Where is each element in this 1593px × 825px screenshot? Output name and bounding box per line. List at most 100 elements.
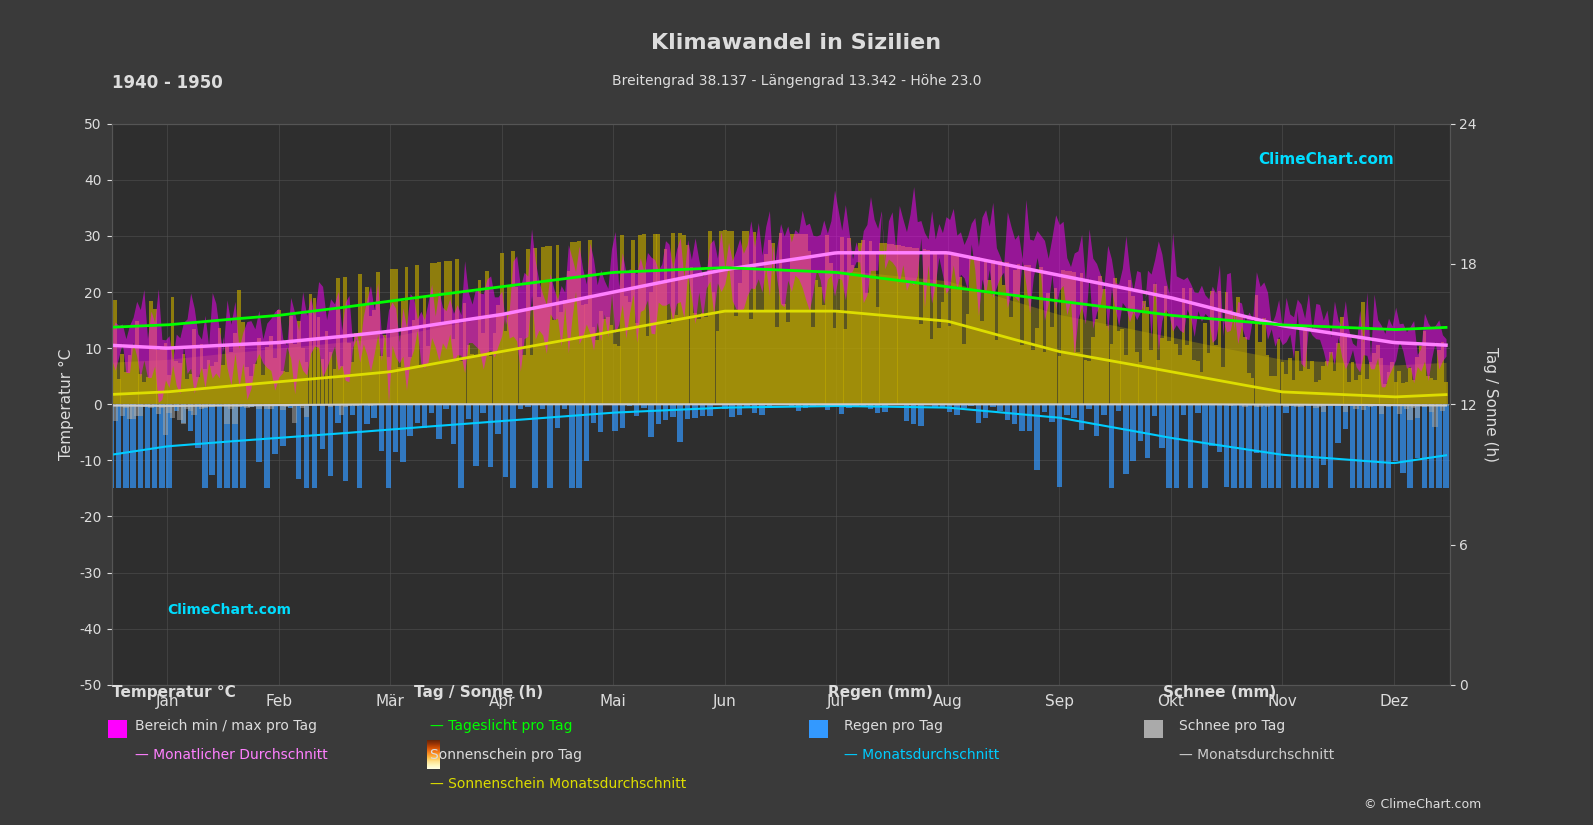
- Bar: [481, 332, 484, 404]
- Bar: [833, 328, 836, 404]
- Bar: [685, 404, 690, 419]
- Bar: [1125, 355, 1128, 404]
- Bar: [868, 241, 873, 404]
- Bar: [465, 404, 472, 419]
- Bar: [1437, 350, 1440, 404]
- Bar: [1239, 404, 1244, 488]
- Bar: [123, 404, 129, 408]
- Bar: [1407, 404, 1413, 420]
- Bar: [1027, 404, 1032, 431]
- Bar: [656, 233, 660, 404]
- Bar: [448, 261, 451, 404]
- Bar: [261, 375, 264, 404]
- Text: — Monatlicher Durchschnitt: — Monatlicher Durchschnitt: [135, 748, 328, 762]
- Bar: [1351, 362, 1354, 404]
- Bar: [414, 404, 421, 422]
- Text: Regen (mm): Regen (mm): [828, 685, 933, 700]
- Bar: [1392, 404, 1399, 460]
- Bar: [1383, 384, 1388, 404]
- Bar: [556, 244, 559, 404]
- Bar: [597, 404, 604, 431]
- Bar: [663, 404, 667, 420]
- Bar: [1247, 373, 1251, 404]
- Bar: [961, 404, 967, 408]
- Bar: [1102, 290, 1106, 404]
- Bar: [945, 252, 948, 404]
- Bar: [307, 404, 314, 405]
- Bar: [887, 244, 890, 404]
- Bar: [948, 326, 951, 404]
- Bar: [1035, 328, 1039, 404]
- Bar: [1002, 285, 1005, 404]
- Bar: [304, 404, 309, 417]
- Bar: [911, 248, 916, 404]
- Bar: [760, 309, 763, 404]
- Bar: [320, 404, 325, 405]
- Bar: [264, 346, 269, 404]
- Bar: [1349, 404, 1356, 405]
- Bar: [1117, 404, 1121, 411]
- Bar: [1131, 404, 1136, 460]
- Bar: [1066, 271, 1069, 404]
- Bar: [1321, 404, 1325, 465]
- Bar: [1153, 284, 1157, 404]
- Bar: [645, 336, 650, 404]
- Bar: [1440, 342, 1445, 404]
- Bar: [883, 404, 887, 412]
- Bar: [836, 310, 840, 404]
- Bar: [1166, 404, 1172, 488]
- Bar: [347, 343, 350, 404]
- Bar: [185, 404, 190, 409]
- Text: Breitengrad 38.137 - Längengrad 13.342 - Höhe 23.0: Breitengrad 38.137 - Längengrad 13.342 -…: [612, 74, 981, 88]
- Bar: [1306, 370, 1309, 404]
- Bar: [954, 254, 959, 404]
- Bar: [726, 230, 730, 404]
- Bar: [401, 301, 405, 404]
- Bar: [1254, 404, 1258, 453]
- Bar: [1426, 404, 1431, 406]
- Bar: [358, 275, 362, 404]
- Bar: [620, 404, 624, 428]
- Bar: [1039, 266, 1042, 404]
- Bar: [774, 404, 779, 405]
- Bar: [562, 404, 567, 409]
- Bar: [194, 404, 201, 406]
- Bar: [687, 245, 690, 404]
- Bar: [264, 404, 269, 488]
- Bar: [1303, 327, 1306, 404]
- Bar: [1391, 361, 1394, 404]
- Bar: [1077, 351, 1080, 404]
- Bar: [1020, 404, 1024, 431]
- Bar: [159, 404, 164, 408]
- Bar: [280, 371, 285, 404]
- Bar: [1284, 404, 1289, 412]
- Bar: [1047, 293, 1050, 404]
- Bar: [1055, 288, 1058, 404]
- Bar: [1343, 404, 1348, 428]
- Bar: [1415, 404, 1419, 458]
- Bar: [1394, 382, 1397, 404]
- Bar: [825, 404, 830, 409]
- Bar: [1295, 404, 1300, 407]
- Bar: [1426, 376, 1431, 404]
- Bar: [1214, 346, 1217, 404]
- Bar: [174, 404, 178, 405]
- Bar: [510, 404, 516, 488]
- Bar: [1080, 273, 1083, 404]
- Bar: [336, 278, 339, 404]
- Bar: [1400, 404, 1405, 473]
- Bar: [1313, 404, 1319, 488]
- Bar: [591, 404, 596, 423]
- Text: — Tageslicht pro Tag: — Tageslicht pro Tag: [430, 719, 572, 733]
- Bar: [1268, 404, 1274, 488]
- Bar: [264, 404, 269, 408]
- Bar: [433, 262, 436, 404]
- Text: Sonnenschein pro Tag: Sonnenschein pro Tag: [430, 748, 581, 762]
- Bar: [1435, 404, 1442, 406]
- Bar: [1270, 376, 1273, 404]
- Bar: [148, 404, 155, 408]
- Bar: [191, 404, 198, 415]
- Bar: [1042, 404, 1047, 412]
- Bar: [162, 404, 169, 436]
- Bar: [159, 349, 164, 404]
